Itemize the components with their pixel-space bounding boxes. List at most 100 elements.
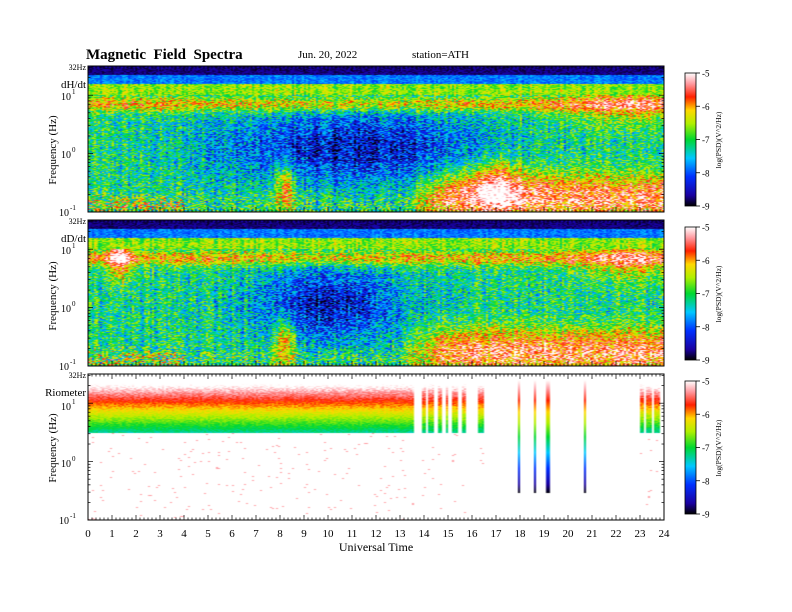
x-tick-label: 8 (277, 528, 283, 540)
riometer-colorbar (684, 380, 697, 515)
x-axis-tick-labels: 0 1 2 3 4 5 6 7 8 9 10 11 12 13 14 15 16 17 18 19 20 21 22 23 24 (85, 528, 670, 540)
dh-dt-spectrogram (88, 66, 664, 212)
svg-text:10: 10 (61, 304, 71, 315)
riometer-spectrogram (88, 374, 664, 520)
colorbar-tick-label: -9 (702, 356, 710, 366)
dh-dt-colorbar (684, 72, 697, 207)
colorbar-tick-label: -5 (702, 69, 710, 79)
colorbar-tick-label: -6 (702, 410, 710, 420)
x-tick-label: 12 (371, 528, 382, 540)
x-tick-label: 23 (635, 528, 647, 540)
figure-title: Magnetic Field Spectra (86, 47, 243, 63)
svg-text:-1: -1 (70, 358, 76, 366)
colorbar-tick-label: -7 (702, 289, 710, 299)
x-tick-label: 13 (395, 528, 407, 540)
x-tick-label: 21 (587, 528, 598, 540)
colorbar-tick-label: -5 (702, 377, 710, 387)
svg-text:10: 10 (61, 246, 71, 257)
dd-dt-colorbar (684, 226, 697, 361)
colorbar-tick-label: -7 (702, 443, 710, 453)
x-tick-label: 18 (515, 528, 527, 540)
x-tick-label: 24 (659, 528, 671, 540)
svg-text:0: 0 (72, 300, 76, 308)
dd-dt-colorbar-label: log(PSD)(V^2/Hz) (714, 265, 723, 322)
dh-dt-colorbar-label: log(PSD)(V^2/Hz) (714, 111, 723, 168)
x-tick-label: 19 (539, 528, 551, 540)
x-tick-label: 5 (205, 528, 211, 540)
x-tick-label: 6 (229, 528, 235, 540)
riometer-ylabel: Frequency (Hz) (47, 413, 59, 483)
svg-text:10: 10 (61, 402, 71, 413)
date-label: Jun. 20, 2022 (298, 49, 357, 61)
x-tick-label: 9 (301, 528, 307, 540)
riometer-ytick-1e1: 10 1 (61, 398, 76, 413)
svg-text:10: 10 (59, 516, 69, 527)
svg-text:-1: -1 (70, 512, 76, 520)
dh-dt-ytick-1e0: 10 0 (61, 146, 76, 161)
riometer-top-label: 32Hz (69, 371, 87, 380)
riometer-xticks (87, 374, 665, 521)
dd-dt-ytick-1e-1: 10 -1 (59, 358, 76, 373)
dh-dt-ytick-1e-1: 10 -1 (59, 204, 76, 219)
x-axis-label: Universal Time (339, 540, 413, 554)
x-tick-label: 1 (109, 528, 115, 540)
colorbar-tick-label: -9 (702, 202, 710, 212)
x-tick-label: 22 (611, 528, 622, 540)
dd-dt-panel-label: dD/dt (61, 233, 86, 245)
x-tick-label: 4 (181, 528, 187, 540)
x-tick-label: 7 (253, 528, 259, 540)
colorbar-tick-label: -6 (702, 102, 710, 112)
dh-dt-ylabel: Frequency (Hz) (47, 115, 59, 185)
x-tick-label: 2 (133, 528, 139, 540)
svg-text:1: 1 (72, 242, 76, 250)
svg-text:-1: -1 (70, 204, 76, 212)
x-tick-label: 11 (347, 528, 358, 540)
dd-dt-xticks (87, 220, 665, 367)
x-tick-label: 16 (467, 528, 479, 540)
colorbar-tick-label: -8 (702, 476, 710, 486)
dd-dt-ylabel: Frequency (Hz) (47, 261, 59, 331)
x-tick-label: 10 (323, 528, 335, 540)
dh-dt-xticks (87, 66, 665, 213)
colorbar-tick-label: -6 (702, 256, 710, 266)
x-tick-label: 17 (491, 528, 503, 540)
dd-dt-spectrogram (88, 220, 664, 366)
dh-dt-ytick-1e1: 10 1 (61, 88, 76, 103)
x-tick-label: 0 (85, 528, 91, 540)
riometer-colorbar-label: log(PSD)(V^2/Hz) (714, 419, 723, 476)
dh-dt-colorbar-ticks: -5 -6 -7 -8 -9 (696, 69, 710, 212)
riometer-panel-label: Riometer (45, 387, 86, 399)
colorbar-tick-label: -8 (702, 168, 710, 178)
colorbar-tick-label: -5 (702, 223, 710, 233)
colorbar-tick-label: -7 (702, 135, 710, 145)
x-tick-label: 15 (443, 528, 455, 540)
x-tick-label: 14 (419, 528, 431, 540)
svg-text:10: 10 (61, 459, 71, 470)
x-tick-label: 20 (563, 528, 575, 540)
svg-text:0: 0 (72, 455, 76, 463)
dd-dt-top-label: 32Hz (69, 217, 87, 226)
dd-dt-colorbar-ticks: -5 -6 -7 -8 -9 (696, 223, 710, 366)
svg-text:10: 10 (61, 92, 71, 103)
riometer-ytick-1e-1: 10 -1 (59, 512, 76, 527)
colorbar-tick-label: -8 (702, 322, 710, 332)
riometer-colorbar-ticks: -5 -6 -7 -8 -9 (696, 377, 710, 520)
dh-dt-panel-label: dH/dt (61, 79, 86, 91)
station-label: station=ATH (412, 49, 469, 61)
colorbar-tick-label: -9 (702, 510, 710, 520)
svg-text:0: 0 (72, 146, 76, 154)
x-tick-label: 3 (157, 528, 163, 540)
svg-text:1: 1 (72, 398, 76, 406)
dd-dt-ytick-1e1: 10 1 (61, 242, 76, 257)
panel-dh-dt: 32Hz dH/dt 10 1 10 0 10 -1 Frequency (Hz) -… (47, 63, 723, 219)
panel-dd-dt: 32Hz dD/dt 10 1 10 0 10 -1 Frequency (Hz) -… (47, 217, 723, 373)
svg-text:10: 10 (59, 208, 69, 219)
riometer-ytick-1e0: 10 0 (61, 455, 76, 470)
svg-text:1: 1 (72, 88, 76, 96)
panel-riometer: 32Hz Riometer 10 1 10 0 10 -1 Frequency (Hz… (45, 371, 723, 527)
svg-text:10: 10 (59, 362, 69, 373)
dd-dt-ytick-1e0: 10 0 (61, 300, 76, 315)
dh-dt-top-label: 32Hz (69, 63, 87, 72)
svg-text:10: 10 (61, 150, 71, 161)
